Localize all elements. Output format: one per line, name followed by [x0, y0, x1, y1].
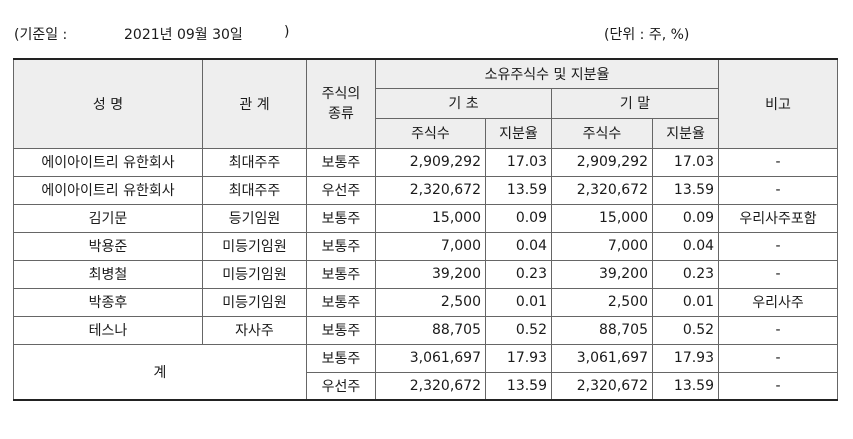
header-note: 비고	[718, 58, 839, 149]
cell-note: 우리사주포함	[718, 203, 839, 233]
cell-end-ratio: 13.59	[651, 175, 720, 205]
cell-relation: 등기임원	[202, 203, 307, 233]
cell-end-shares: 88,705	[551, 315, 653, 345]
cell-stock-type: 보통주	[306, 203, 376, 233]
cell-end-ratio: 17.03	[651, 147, 720, 177]
total-stock-type: 우선주	[306, 371, 376, 401]
table-body: 에이아이트리 유한회사 최대주주 보통주 2,909,292 17.03 2,909,29…	[13, 147, 839, 345]
base-date-close: )	[284, 24, 290, 40]
cell-note: -	[718, 147, 839, 177]
total-stock-type: 보통주	[306, 343, 376, 373]
total-begin-ratio: 17.93	[485, 343, 552, 373]
table-row: 최병철 미등기임원 보통주 39,200 0.23 39,200 0.23-	[13, 259, 839, 289]
header-end-ratio: 지분율	[651, 117, 720, 149]
cell-stock-type: 보통주	[306, 287, 376, 317]
cell-begin-ratio: 13.59	[485, 175, 552, 205]
header-ownership-group: 소유주식수 및 지분율	[374, 58, 720, 89]
cell-name: 에이아이트리 유한회사	[13, 147, 203, 177]
total-end-ratio: 17.93	[651, 343, 720, 373]
cell-end-shares: 2,909,292	[551, 147, 653, 177]
cell-end-shares: 15,000	[551, 203, 653, 233]
cell-name: 에이아이트리 유한회사	[13, 175, 203, 205]
table-row: 테스나 자사주 보통주 88,705 0.52 88,705 0.52-	[13, 315, 839, 345]
cell-relation: 미등기임원	[202, 259, 307, 289]
cell-end-shares: 2,500	[551, 287, 653, 317]
total-begin-ratio: 13.59	[485, 371, 552, 401]
header-begin-ratio: 지분율	[485, 117, 552, 149]
header-stock-type-label: 주식의 종류	[321, 85, 361, 122]
cell-note: -	[718, 175, 839, 205]
total-begin-shares: 3,061,697	[375, 343, 486, 373]
cell-begin-shares: 88,705	[375, 315, 486, 345]
header-stock-type: 주식의 종류	[306, 58, 376, 149]
cell-relation: 최대주주	[202, 175, 307, 205]
cell-stock-type: 보통주	[306, 315, 376, 345]
cell-begin-shares: 2,500	[375, 287, 486, 317]
cell-begin-ratio: 0.01	[485, 287, 552, 317]
cell-end-ratio: 0.23	[651, 259, 720, 289]
cell-begin-shares: 39,200	[375, 259, 486, 289]
cell-end-ratio: 0.52	[651, 315, 720, 345]
total-row: 계 보통주 3,061,697 17.93 3,061,697 17.93-	[13, 343, 839, 401]
total-end-shares: 2,320,672	[551, 371, 653, 401]
table-row: 에이아이트리 유한회사 최대주주 우선주 2,320,672 13.59 2,320,67…	[13, 175, 839, 205]
base-date-label: (기준일 :	[14, 27, 68, 43]
cell-name: 박종후	[13, 287, 203, 317]
header-begin-shares: 주식수	[375, 117, 486, 149]
cell-begin-shares: 15,000	[375, 203, 486, 233]
header-name: 성 명	[13, 58, 203, 149]
table-row: 박종후 미등기임원 보통주 2,500 0.01 2,500 0.01 우리사주	[13, 287, 839, 317]
cell-begin-shares: 7,000	[375, 231, 486, 261]
cell-note: -	[718, 315, 839, 345]
table-row: 박용준 미등기임원 보통주 7,000 0.04 7,000 0.04-	[13, 231, 839, 261]
header-begin: 기 초	[375, 87, 552, 119]
total-note: -	[718, 343, 839, 373]
cell-name: 테스나	[13, 315, 203, 345]
cell-begin-ratio: 17.03	[485, 147, 552, 177]
cell-begin-ratio: 0.23	[485, 259, 552, 289]
base-date-value: 2021년 09월 30일	[124, 27, 243, 43]
cell-relation: 자사주	[202, 315, 307, 345]
cell-name: 최병철	[13, 259, 203, 289]
cell-stock-type: 우선주	[306, 175, 376, 205]
total-end-shares: 3,061,697	[551, 343, 653, 373]
total-label: 계	[13, 343, 307, 401]
total-end-ratio: 13.59	[651, 371, 720, 401]
total-note: -	[718, 371, 839, 401]
cell-note: 우리사주	[718, 287, 839, 317]
cell-end-shares: 2,320,672	[551, 175, 653, 205]
cell-end-ratio: 0.09	[651, 203, 720, 233]
cell-end-shares: 7,000	[551, 231, 653, 261]
total-row: 우선주 2,320,672 13.59 2,320,672 13.59-	[14, 371, 839, 401]
unit-label: (단위 : 주, %)	[604, 27, 690, 43]
cell-stock-type: 보통주	[306, 147, 376, 177]
table-row: 에이아이트리 유한회사 최대주주 보통주 2,909,292 17.03 2,909,29…	[13, 147, 839, 177]
cell-name: 박용준	[13, 231, 203, 261]
cell-end-ratio: 0.01	[651, 287, 720, 317]
header-relation: 관 계	[202, 58, 307, 149]
cell-stock-type: 보통주	[306, 231, 376, 261]
header-end: 기 말	[550, 87, 720, 119]
cell-begin-ratio: 0.04	[485, 231, 552, 261]
cell-note: -	[718, 259, 839, 289]
shareholding-table: 성 명 관 계 주식의 종류 소유주식수 및 지분율 비고 기 초 기 말 주식…	[13, 58, 839, 401]
table-total: 계 보통주 3,061,697 17.93 3,061,697 17.93- 우선주 2,32…	[13, 343, 839, 401]
cell-begin-ratio: 0.09	[485, 203, 552, 233]
cell-relation: 최대주주	[202, 147, 307, 177]
cell-name: 김기문	[13, 203, 203, 233]
cell-end-ratio: 0.04	[651, 231, 720, 261]
cell-relation: 미등기임원	[202, 287, 307, 317]
table-row: 김기문 등기임원 보통주 15,000 0.09 15,000 0.09 우리사주포함	[13, 203, 839, 233]
cell-relation: 미등기임원	[202, 231, 307, 261]
total-begin-shares: 2,320,672	[375, 371, 486, 401]
header-end-shares: 주식수	[551, 117, 653, 149]
cell-begin-shares: 2,909,292	[375, 147, 486, 177]
cell-end-shares: 39,200	[551, 259, 653, 289]
cell-begin-shares: 2,320,672	[375, 175, 486, 205]
cell-stock-type: 보통주	[306, 259, 376, 289]
cell-begin-ratio: 0.52	[485, 315, 552, 345]
cell-note: -	[718, 231, 839, 261]
